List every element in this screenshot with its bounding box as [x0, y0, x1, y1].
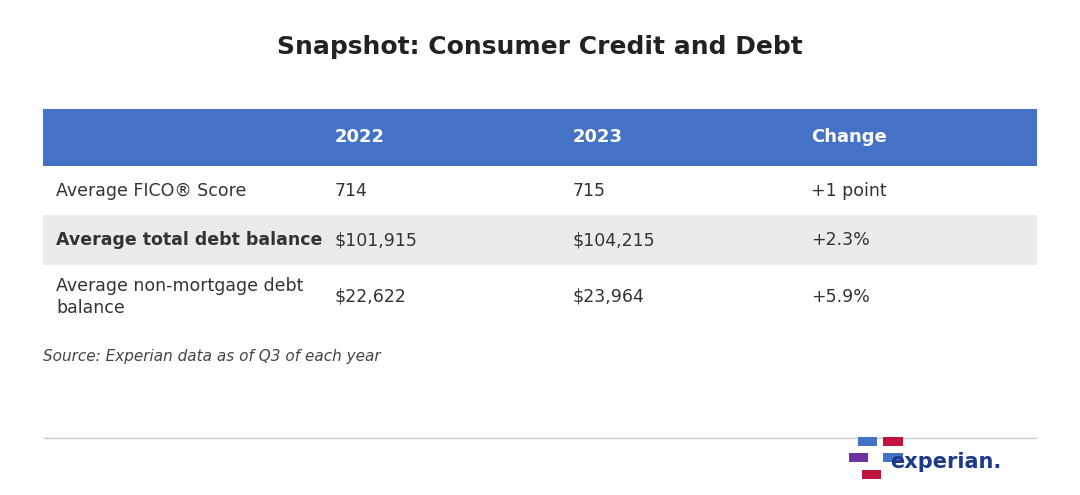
FancyBboxPatch shape [43, 109, 1037, 166]
Text: Average non-mortgage debt
balance: Average non-mortgage debt balance [56, 277, 303, 317]
FancyBboxPatch shape [883, 453, 903, 462]
Text: $101,915: $101,915 [335, 231, 417, 249]
FancyBboxPatch shape [862, 470, 881, 479]
FancyBboxPatch shape [43, 166, 1037, 215]
FancyBboxPatch shape [43, 215, 1037, 265]
Text: Average FICO® Score: Average FICO® Score [56, 182, 246, 199]
Text: +5.9%: +5.9% [811, 288, 870, 306]
Text: Average total debt balance: Average total debt balance [56, 231, 323, 249]
Text: +2.3%: +2.3% [811, 231, 870, 249]
Text: Snapshot: Consumer Credit and Debt: Snapshot: Consumer Credit and Debt [278, 35, 802, 58]
FancyBboxPatch shape [883, 437, 903, 446]
Text: $23,964: $23,964 [572, 288, 645, 306]
FancyBboxPatch shape [849, 453, 868, 462]
Text: Source: Experian data as of Q3 of each year: Source: Experian data as of Q3 of each y… [43, 349, 381, 364]
FancyBboxPatch shape [43, 265, 1037, 329]
Text: 2023: 2023 [572, 128, 623, 147]
Text: experian.: experian. [890, 452, 1001, 472]
Text: 2022: 2022 [335, 128, 384, 147]
Text: 714: 714 [335, 182, 367, 199]
Text: 715: 715 [572, 182, 606, 199]
Text: +1 point: +1 point [811, 182, 887, 199]
Text: $22,622: $22,622 [335, 288, 406, 306]
Text: $104,215: $104,215 [572, 231, 656, 249]
FancyBboxPatch shape [858, 437, 877, 446]
Text: Change: Change [811, 128, 887, 147]
